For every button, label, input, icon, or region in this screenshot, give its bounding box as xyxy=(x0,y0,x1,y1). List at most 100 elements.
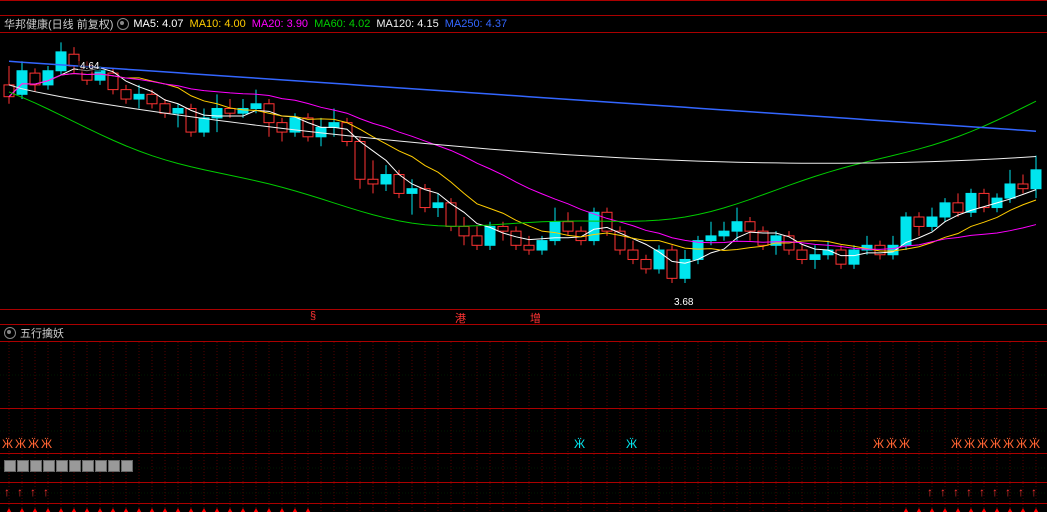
gray-box-icon xyxy=(4,460,16,472)
triangle-up-icon xyxy=(108,508,118,512)
gray-box-icon xyxy=(95,460,107,472)
butterfly-icon: Ӝ xyxy=(1003,437,1014,451)
event-marker: 港 xyxy=(455,310,466,326)
indicator-panel-4[interactable]: ↑ ↑ ↑ ↑ ↑ ↑ ↑ ↑ ↑ ↑ ↑ ↑ ↑ xyxy=(0,483,1047,504)
arrow-up-icon: ↑ xyxy=(1018,485,1024,499)
arrow-up-icon: ↑ xyxy=(940,485,946,499)
indicator-title: 五行擒妖 xyxy=(20,325,64,341)
triangle-up-icon xyxy=(95,508,105,512)
butterfly-icon: Ӝ xyxy=(1029,437,1040,451)
triangle-up-icon xyxy=(238,508,248,512)
gray-box-icon xyxy=(30,460,42,472)
gray-box-icon xyxy=(43,460,55,472)
arrow-up-icon: ↑ xyxy=(966,485,972,499)
butterfly-icon: Ӝ xyxy=(964,437,975,451)
triangle-up-icon xyxy=(134,508,144,512)
triangle-up-icon xyxy=(199,508,209,512)
ma-list: MA5: 4.07 MA10: 4.00 MA20: 3.90 MA60: 4.02 M… xyxy=(133,18,513,30)
triangle-up-icon xyxy=(966,508,976,512)
butterfly-icon: Ӝ xyxy=(15,437,26,451)
triangle-up-icon xyxy=(82,508,92,512)
ma-value: MA120: 4.15 xyxy=(376,18,438,30)
stock-title: 华邦健康(日线 前复权) xyxy=(4,16,113,32)
triangle-up-icon xyxy=(160,508,170,512)
triangle-up-icon xyxy=(212,508,222,512)
arrow-up-icon: ↑ xyxy=(30,485,36,499)
gear-icon[interactable] xyxy=(117,18,129,30)
butterfly-icon: Ӝ xyxy=(990,437,1001,451)
ma-value: MA5: 4.07 xyxy=(133,18,183,30)
candlestick-chart[interactable]: 4.64 3.68 xyxy=(0,33,1047,310)
triangle-up-icon xyxy=(147,508,157,512)
indicator-panel-3[interactable] xyxy=(0,454,1047,483)
butterfly-icon: Ӝ xyxy=(1016,437,1027,451)
triangle-up-icon xyxy=(173,508,183,512)
ma-value: MA20: 3.90 xyxy=(252,18,308,30)
gray-box-icon xyxy=(121,460,133,472)
triangle-up-icon xyxy=(264,508,274,512)
triangle-up-icon xyxy=(1005,508,1015,512)
butterfly-icon: Ӝ xyxy=(574,437,585,451)
butterfly-icon: Ӝ xyxy=(41,437,52,451)
arrow-up-icon: ↑ xyxy=(4,485,10,499)
gray-box-icon xyxy=(82,460,94,472)
triangle-up-icon xyxy=(251,508,261,512)
triangle-up-icon xyxy=(303,508,313,512)
arrow-up-icon: ↑ xyxy=(1031,485,1037,499)
gray-box-icon xyxy=(69,460,81,472)
price-label: 4.64 xyxy=(78,61,101,72)
arrow-up-icon: ↑ xyxy=(953,485,959,499)
arrow-up-icon: ↑ xyxy=(979,485,985,499)
indicator-panel-2[interactable]: ӜӜӜӜӜӜӜӜӜӜӜӜӜӜӜӜ xyxy=(0,409,1047,454)
arrow-up-icon: ↑ xyxy=(1005,485,1011,499)
chart-header: 华邦健康(日线 前复权) MA5: 4.07 MA10: 4.00 MA20: 3.… xyxy=(0,16,1047,33)
event-marker: 增 xyxy=(530,310,541,326)
triangle-up-icon xyxy=(43,508,53,512)
gear-icon[interactable] xyxy=(4,327,16,339)
ma-value: MA60: 4.02 xyxy=(314,18,370,30)
triangle-up-icon xyxy=(901,508,911,512)
event-markers: § 港 增 xyxy=(0,310,1047,325)
triangle-up-icon xyxy=(1031,508,1041,512)
indicator-panel-5[interactable] xyxy=(0,504,1047,512)
triangle-up-icon xyxy=(4,508,14,512)
event-marker: § xyxy=(310,310,316,322)
butterfly-icon: Ӝ xyxy=(951,437,962,451)
arrow-up-icon: ↑ xyxy=(927,485,933,499)
triangle-up-icon xyxy=(992,508,1002,512)
butterfly-icon: Ӝ xyxy=(28,437,39,451)
arrow-up-icon: ↑ xyxy=(43,485,49,499)
triangle-up-icon xyxy=(1018,508,1028,512)
triangle-up-icon xyxy=(979,508,989,512)
butterfly-icon: Ӝ xyxy=(2,437,13,451)
butterfly-icon: Ӝ xyxy=(886,437,897,451)
triangle-up-icon xyxy=(56,508,66,512)
triangle-up-icon xyxy=(277,508,287,512)
arrow-up-icon: ↑ xyxy=(992,485,998,499)
butterfly-icon: Ӝ xyxy=(873,437,884,451)
gray-box-icon xyxy=(108,460,120,472)
arrow-up-icon: ↑ xyxy=(17,485,23,499)
triangle-up-icon xyxy=(927,508,937,512)
triangle-up-icon xyxy=(914,508,924,512)
gray-box-icon xyxy=(56,460,68,472)
indicator-header: 五行擒妖 xyxy=(0,325,1047,342)
triangle-up-icon xyxy=(121,508,131,512)
triangle-up-icon xyxy=(69,508,79,512)
indicator-panel-1[interactable] xyxy=(0,342,1047,409)
triangle-up-icon xyxy=(225,508,235,512)
butterfly-icon: Ӝ xyxy=(626,437,637,451)
price-label: 3.68 xyxy=(672,297,695,308)
triangle-up-icon xyxy=(940,508,950,512)
butterfly-icon: Ӝ xyxy=(977,437,988,451)
triangle-up-icon xyxy=(186,508,196,512)
ma-value: MA10: 4.00 xyxy=(190,18,246,30)
butterfly-icon: Ӝ xyxy=(899,437,910,451)
top-border xyxy=(0,0,1047,16)
triangle-up-icon xyxy=(953,508,963,512)
triangle-up-icon xyxy=(30,508,40,512)
triangle-up-icon xyxy=(290,508,300,512)
ma-value: MA250: 4.37 xyxy=(445,18,507,30)
triangle-up-icon xyxy=(17,508,27,512)
gray-box-icon xyxy=(17,460,29,472)
